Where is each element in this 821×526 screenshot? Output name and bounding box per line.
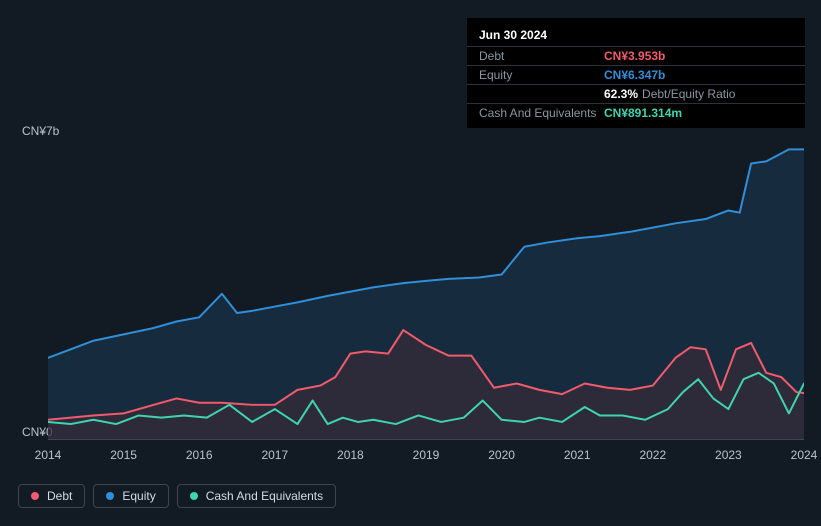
legend-item[interactable]: Debt [18,484,85,508]
legend-label: Cash And Equivalents [206,489,323,503]
summary-row: 62.3%Debt/Equity Ratio [467,84,805,103]
legend-dot-icon [31,492,39,500]
summary-row: Cash And EquivalentsCN¥891.314m [467,103,805,122]
legend-label: Equity [122,489,155,503]
summary-row-suffix: Debt/Equity Ratio [642,87,735,101]
summary-panel: Jun 30 2024 DebtCN¥3.953bEquityCN¥6.347b… [467,18,805,128]
summary-row-value: CN¥6.347b [604,68,665,82]
summary-row-label [479,87,604,101]
legend-dot-icon [106,492,114,500]
legend-item[interactable]: Cash And Equivalents [177,484,336,508]
legend-label: Debt [47,489,72,503]
y-axis-max-label: CN¥7b [22,124,59,138]
summary-row-label: Debt [479,49,604,63]
x-tick: 2020 [488,448,515,462]
summary-row-value: CN¥891.314m [604,106,682,120]
summary-row-label: Equity [479,68,604,82]
legend: Debt Equity Cash And Equivalents [18,484,336,508]
legend-item[interactable]: Equity [93,484,168,508]
x-tick: 2017 [261,448,288,462]
x-tick: 2022 [639,448,666,462]
summary-date: Jun 30 2024 [467,24,805,46]
legend-dot-icon [190,492,198,500]
chart-area [48,140,804,440]
x-axis: 2014201520162017201820192020202120222023… [48,448,804,466]
chart-svg [48,140,804,439]
summary-row: DebtCN¥3.953b [467,46,805,65]
x-tick: 2016 [186,448,213,462]
summary-row-value: CN¥3.953b [604,49,665,63]
x-tick: 2019 [413,448,440,462]
x-tick: 2015 [110,448,137,462]
summary-row-label: Cash And Equivalents [479,106,604,120]
x-tick: 2018 [337,448,364,462]
x-tick: 2021 [564,448,591,462]
x-tick: 2023 [715,448,742,462]
x-tick: 2024 [791,448,818,462]
summary-row: EquityCN¥6.347b [467,65,805,84]
summary-row-value: 62.3%Debt/Equity Ratio [604,87,735,101]
x-tick: 2014 [35,448,62,462]
